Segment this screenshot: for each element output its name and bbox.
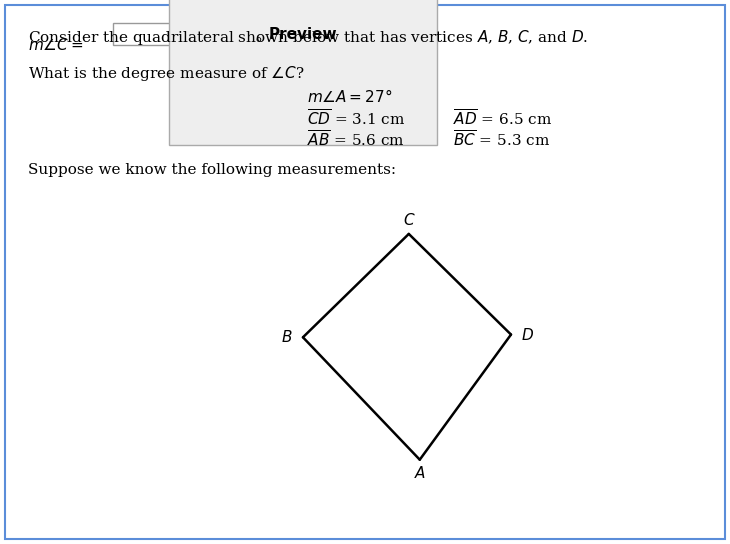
- Text: $C$: $C$: [402, 212, 415, 228]
- Text: $\overline{CD}$ = 3.1 cm: $\overline{CD}$ = 3.1 cm: [307, 109, 405, 129]
- Text: $\overline{AD}$ = 6.5 cm: $\overline{AD}$ = 6.5 cm: [453, 109, 552, 129]
- Text: $D$: $D$: [520, 326, 534, 343]
- Text: $m\angle A = 27°$: $m\angle A = 27°$: [307, 88, 392, 105]
- Text: Suppose we know the following measurements:: Suppose we know the following measuremen…: [28, 163, 396, 177]
- Text: What is the degree measure of $\angle C$?: What is the degree measure of $\angle C$…: [28, 64, 304, 83]
- Text: $m\angle C =$: $m\angle C =$: [28, 37, 83, 53]
- Text: $\overline{AB}$ = 5.6 cm: $\overline{AB}$ = 5.6 cm: [307, 129, 404, 150]
- Text: $A$: $A$: [414, 465, 426, 481]
- Text: $\overline{BC}$ = 5.3 cm: $\overline{BC}$ = 5.3 cm: [453, 129, 550, 150]
- Bar: [113, 23, 248, 45]
- Text: $B$: $B$: [281, 329, 293, 345]
- Text: °: °: [254, 37, 262, 51]
- Text: Consider the quadrilateral shown below that has vertices $A$, $B$, $C$, and $D$.: Consider the quadrilateral shown below t…: [28, 28, 588, 47]
- FancyBboxPatch shape: [169, 0, 437, 145]
- Text: Preview: Preview: [269, 27, 337, 42]
